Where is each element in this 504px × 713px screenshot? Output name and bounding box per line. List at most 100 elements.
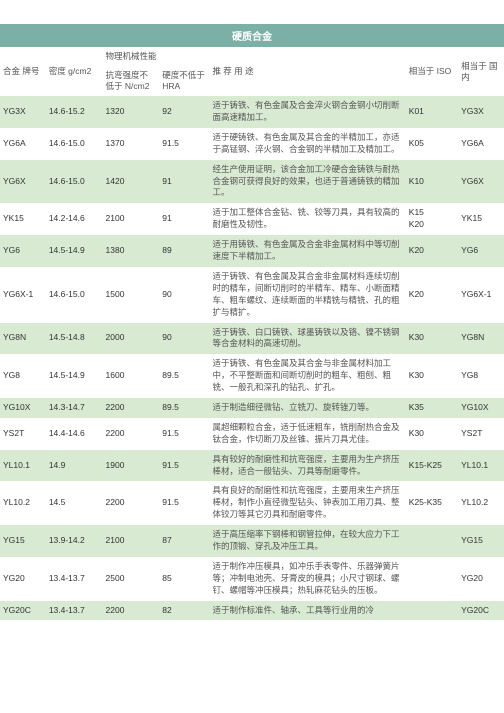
th-hra: 硬度不低于 HRA: [159, 66, 209, 96]
cell-hra: 91.5: [159, 481, 209, 525]
cell-density: 14.3-14.7: [46, 398, 103, 418]
cell-bend: 1500: [103, 267, 160, 323]
table-row: YG10X14.3-14.7220089.5适于制造细径微钻、立铣刀、旋转锉刀等…: [0, 398, 504, 418]
cell-use: 适于铸铁、有色金属及其合金非金属材料连续切削时的精车，间断切削时的半精车、精车、…: [209, 267, 405, 323]
cell-hra: 91: [159, 203, 209, 235]
cell-density: 14.6-15.0: [46, 267, 103, 323]
cell-bend: 2100: [103, 203, 160, 235]
cell-density: 14.6-15.2: [46, 96, 103, 128]
cell-use: 适于制作冲压模具，如冲乐手表零件、乐器弹簧片等；冲制电池壳、牙膏皮的模具；小尺寸…: [209, 557, 405, 601]
alloy-table: 合金 牌号 密度 g/cm2 物理机械性能 推 荐 用 途 相当于 ISO 相当…: [0, 47, 504, 620]
table-row: YG8N14.5-14.8200090适于铸铁、白口铸铁、球墨铸铁以及铬、镍不锈…: [0, 323, 504, 355]
cell-dom: YS2T: [458, 418, 504, 450]
cell-code: YG10X: [0, 398, 46, 418]
table-row: YL10.214.5220091.5具有良好的耐磨性和抗弯强度，主要用来生产挤压…: [0, 481, 504, 525]
cell-bend: 2000: [103, 323, 160, 355]
cell-density: 14.9: [46, 450, 103, 482]
cell-dom: YL10.1: [458, 450, 504, 482]
th-code: 合金 牌号: [0, 47, 46, 96]
cell-bend: 1320: [103, 96, 160, 128]
th-density: 密度 g/cm2: [46, 47, 103, 96]
table-row: YG20 13.4-13.7250085适于制作冲压模具，如冲乐手表零件、乐器弹簧…: [0, 557, 504, 601]
cell-density: 13.4-13.7: [46, 601, 103, 621]
cell-dom: YK15: [458, 203, 504, 235]
table-body: YG3X14.6-15.2132092适于铸铁、有色金属及合金淬火钢合金钢小切削…: [0, 96, 504, 620]
cell-use: 适于铸铁、有色金属及合金淬火钢合金钢小切削断面高速精加工。: [209, 96, 405, 128]
cell-use: 适于用铸铁、有色金属及合金非金属材料中等切削速度下半精加工。: [209, 235, 405, 267]
cell-bend: 2100: [103, 525, 160, 557]
table-row: YG3X14.6-15.2132092适于铸铁、有色金属及合金淬火钢合金钢小切削…: [0, 96, 504, 128]
table-head: 合金 牌号 密度 g/cm2 物理机械性能 推 荐 用 途 相当于 ISO 相当…: [0, 47, 504, 96]
cell-code: YG20C: [0, 601, 46, 621]
cell-bend: 1600: [103, 354, 160, 398]
cell-dom: YG20C: [458, 601, 504, 621]
cell-density: 14.6-15.0: [46, 160, 103, 204]
cell-code: YS2T: [0, 418, 46, 450]
cell-bend: 2500: [103, 557, 160, 601]
th-dom: 相当于 国内: [458, 47, 504, 96]
cell-use: 适于铸铁、白口铸铁、球墨铸铁以及铬、镍不锈钢等合金材料的高速切削。: [209, 323, 405, 355]
cell-dom: YG6X-1: [458, 267, 504, 323]
table-row: YG20C13.4-13.7220082适于制作标准件、轴承、工具等行业用的冷Y…: [0, 601, 504, 621]
cell-use: 适于铸铁、有色金属及其合金与非金属材料加工中，不平整断面和间断切削时的粗车、粗刨…: [209, 354, 405, 398]
cell-code: YG15: [0, 525, 46, 557]
table-row: YG1513.9-14.2210087适于高压缩率下钢棒和钢管拉伸，在较大应力下…: [0, 525, 504, 557]
cell-dom: YG15: [458, 525, 504, 557]
cell-iso: K30: [406, 323, 458, 355]
cell-hra: 92: [159, 96, 209, 128]
cell-bend: 2200: [103, 418, 160, 450]
cell-density: 14.4-14.6: [46, 418, 103, 450]
cell-dom: YG10X: [458, 398, 504, 418]
table-row: YK15 14.2-14.6210091适于加工整体合金钻、铣、铰等刀具，具有较高…: [0, 203, 504, 235]
cell-density: 14.2-14.6: [46, 203, 103, 235]
cell-density: 14.5-14.8: [46, 323, 103, 355]
cell-code: YL10.1: [0, 450, 46, 482]
cell-code: YG6X-1: [0, 267, 46, 323]
cell-hra: 87: [159, 525, 209, 557]
cell-code: YG3X: [0, 96, 46, 128]
table-row: YG6X14.6-15.0142091经生产使用证明，该合金加工冷硬合金铸铁与耐…: [0, 160, 504, 204]
cell-dom: YG8: [458, 354, 504, 398]
cell-use: 适于高压缩率下钢棒和钢管拉伸，在较大应力下工作的顶锻、穿孔及冲压工具。: [209, 525, 405, 557]
cell-density: 13.4-13.7: [46, 557, 103, 601]
cell-hra: 91.5: [159, 128, 209, 160]
cell-density: 14.6-15.0: [46, 128, 103, 160]
cell-bend: 1420: [103, 160, 160, 204]
cell-density: 14.5-14.9: [46, 235, 103, 267]
cell-iso: [406, 557, 458, 601]
cell-code: YG8: [0, 354, 46, 398]
cell-dom: YG3X: [458, 96, 504, 128]
cell-iso: [406, 525, 458, 557]
cell-hra: 90: [159, 267, 209, 323]
cell-code: YG6X: [0, 160, 46, 204]
table-row: YG6A14.6-15.0137091.5适于硬铸铁、有色金属及其合金的半精加工…: [0, 128, 504, 160]
cell-iso: K35: [406, 398, 458, 418]
cell-dom: YG8N: [458, 323, 504, 355]
cell-dom: YG6A: [458, 128, 504, 160]
cell-dom: YL10.2: [458, 481, 504, 525]
cell-hra: 91.5: [159, 450, 209, 482]
cell-use: 经生产使用证明，该合金加工冷硬合金铸铁与耐热合金钢可获得良好的效果，也适于普通铸…: [209, 160, 405, 204]
cell-dom: YG6X: [458, 160, 504, 204]
cell-use: 具有良好的耐磨性和抗弯强度，主要用来生产挤压棒材，制作小直径微型钻头、钟表加工用…: [209, 481, 405, 525]
cell-iso: K30: [406, 354, 458, 398]
cell-iso: K15K20: [406, 203, 458, 235]
cell-density: 14.5: [46, 481, 103, 525]
cell-use: 适于加工整体合金钻、铣、铰等刀具，具有较高的耐磨性及韧性。: [209, 203, 405, 235]
table-row: YG6X-114.6-15.0150090适于铸铁、有色金属及其合金非金属材料连…: [0, 267, 504, 323]
cell-hra: 85: [159, 557, 209, 601]
cell-code: YG6A: [0, 128, 46, 160]
table-row: YL10.114.9190091.5具有较好的耐磨性和抗弯强度，主要用为生产挤压…: [0, 450, 504, 482]
th-bend: 抗弯强度不低于 N/cm2: [103, 66, 160, 96]
cell-hra: 89: [159, 235, 209, 267]
table-row: YG614.5-14.9138089适于用铸铁、有色金属及合金非金属材料中等切削…: [0, 235, 504, 267]
cell-use: 属超细颗粒合金，适于低速粗车，铣削耐热合金及钛合金，作切断刀及丝锥、振片刀具尤佳…: [209, 418, 405, 450]
cell-density: 14.5-14.9: [46, 354, 103, 398]
cell-iso: K30: [406, 418, 458, 450]
th-iso: 相当于 ISO: [406, 47, 458, 96]
th-use: 推 荐 用 途: [209, 47, 405, 96]
cell-dom: YG20: [458, 557, 504, 601]
cell-hra: 82: [159, 601, 209, 621]
cell-bend: 1370: [103, 128, 160, 160]
cell-iso: K01: [406, 96, 458, 128]
